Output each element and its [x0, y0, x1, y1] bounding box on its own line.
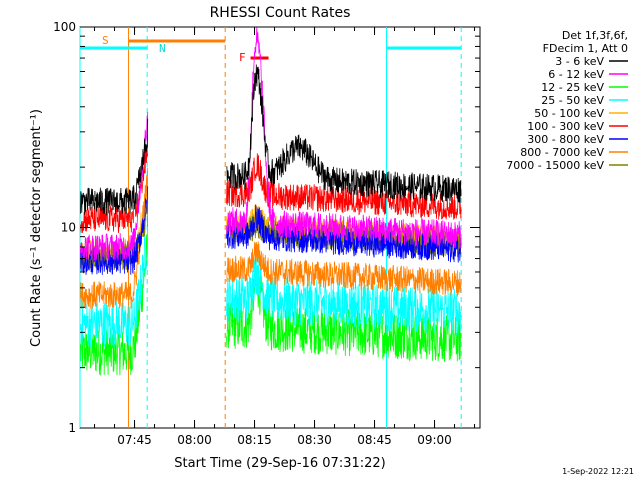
legend-label-4: 50 - 100 keV: [534, 107, 604, 120]
y-tick-label-1: 10: [61, 221, 76, 235]
series-line-0: [80, 64, 462, 216]
legend-label-0: 3 - 6 keV: [555, 55, 604, 68]
x-tick-label-2: 08:15: [237, 433, 272, 447]
footer-date: 1-Sep-2022 12:21: [562, 467, 634, 476]
legend-label-1: 6 - 12 keV: [548, 68, 604, 81]
axis-tick-labels: 07:45 08:00 08:15 08:30 08:45 09:00 1 10 100: [53, 20, 452, 447]
x-tick-label-4: 08:45: [357, 433, 392, 447]
x-axis-label: Start Time (29-Sep-16 07:31:22): [174, 456, 385, 471]
legend-label-5: 100 - 300 keV: [527, 120, 604, 133]
legend-header-line-1: Det 1f,3f,6f,: [562, 29, 628, 42]
series-lines: [80, 27, 462, 376]
annotation-n: N: [159, 42, 166, 55]
annotation-s: S: [102, 34, 109, 47]
x-tick-label-1: 08:00: [177, 433, 212, 447]
x-tick-label-0: 07:45: [117, 433, 152, 447]
series-line-3: [80, 224, 462, 348]
legend-label-3: 25 - 50 keV: [541, 94, 604, 107]
legend-header-line-2: FDecim 1, Att 0: [543, 42, 628, 55]
axis-ticks: [80, 26, 480, 429]
attenuator-intervals: [79, 27, 462, 428]
y-tick-label-0: 1: [68, 421, 76, 435]
legend: Det 1f,3f,6f, FDecim 1, Att 0 3 - 6 keV6…: [506, 29, 628, 172]
y-axis-label: Count Rate (s⁻¹ detector segment⁻¹): [29, 109, 44, 347]
y-tick-label-2: 100: [53, 20, 76, 34]
chart-title: RHESSI Count Rates: [210, 5, 351, 21]
series-line-7: [80, 167, 462, 310]
legend-label-8: 7000 - 15000 keV: [506, 159, 604, 172]
annotation-f: F: [239, 51, 246, 64]
legend-label-2: 12 - 25 keV: [541, 81, 604, 94]
x-tick-label-3: 08:30: [297, 433, 332, 447]
x-tick-label-5: 09:00: [417, 433, 452, 447]
legend-label-7: 800 - 7000 keV: [520, 146, 604, 159]
legend-label-6: 300 - 800 keV: [527, 133, 604, 146]
